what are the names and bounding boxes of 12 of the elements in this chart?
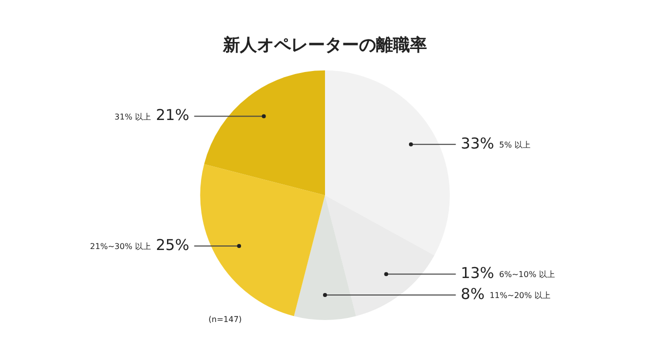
slice-label: 6%~10% 以上: [499, 270, 555, 280]
text: (n=147): [208, 315, 242, 324]
chart-title: 新人オペレーターの離職率: [222, 36, 427, 56]
slice-label: 5% 以上: [499, 140, 530, 150]
data-label: 33%: [460, 134, 494, 152]
slice-label: 21%~30% 以上: [90, 242, 151, 252]
data-label: 21%: [156, 106, 190, 124]
data-label: 8%: [460, 284, 485, 303]
data-label: 25%: [156, 236, 190, 254]
slice-label: 31% 以上: [114, 112, 151, 122]
slice-label: 11%~20% 以上: [490, 291, 550, 300]
data-label: 13%: [460, 264, 494, 282]
